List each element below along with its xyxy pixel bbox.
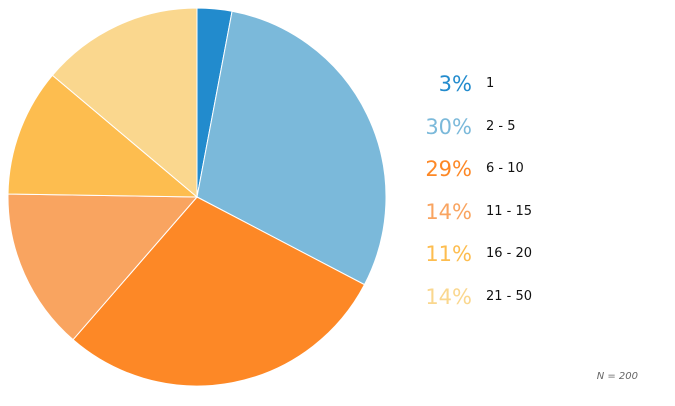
pie-slice-21-50 — [51, 7, 198, 199]
pie-chart — [7, 7, 387, 387]
legend-percent: 11% — [425, 242, 472, 266]
legend-label: 21 - 50 — [486, 288, 533, 304]
legend-item-6-10: 29% 6 - 10 — [400, 149, 600, 192]
legend-item-21-50: 14% 21 - 50 — [400, 277, 600, 320]
legend-item-1: 3% 1 — [400, 64, 600, 107]
legend-percent: 14% — [425, 199, 472, 224]
pie-slice-6-10 — [72, 196, 366, 387]
legend-percent: 14% — [425, 284, 472, 309]
legend-item-16-20: 11% 16 - 20 — [400, 234, 600, 277]
legend-label: 6 - 10 — [486, 161, 524, 176]
legend-percent: 30% — [425, 114, 472, 139]
sample-size-note: N = 200 — [596, 371, 638, 382]
pie-slice-16-20 — [7, 74, 199, 198]
legend-label: 1 — [486, 76, 495, 91]
pie-slice-2-5 — [196, 10, 387, 286]
legend-percent: 29% — [425, 157, 472, 181]
legend: 3% 1 30% 2 - 5 29% 6 - 10 14% 11 - 15 11… — [400, 64, 600, 319]
legend-item-11-15: 14% 11 - 15 — [400, 192, 600, 235]
legend-label: 11 - 15 — [486, 203, 533, 219]
legend-label: 16 - 20 — [486, 246, 533, 261]
legend-label: 2 - 5 — [486, 118, 516, 134]
pie-slice-11-15 — [7, 193, 199, 341]
legend-item-2-5: 30% 2 - 5 — [400, 107, 600, 150]
legend-percent: 3% — [438, 72, 472, 96]
